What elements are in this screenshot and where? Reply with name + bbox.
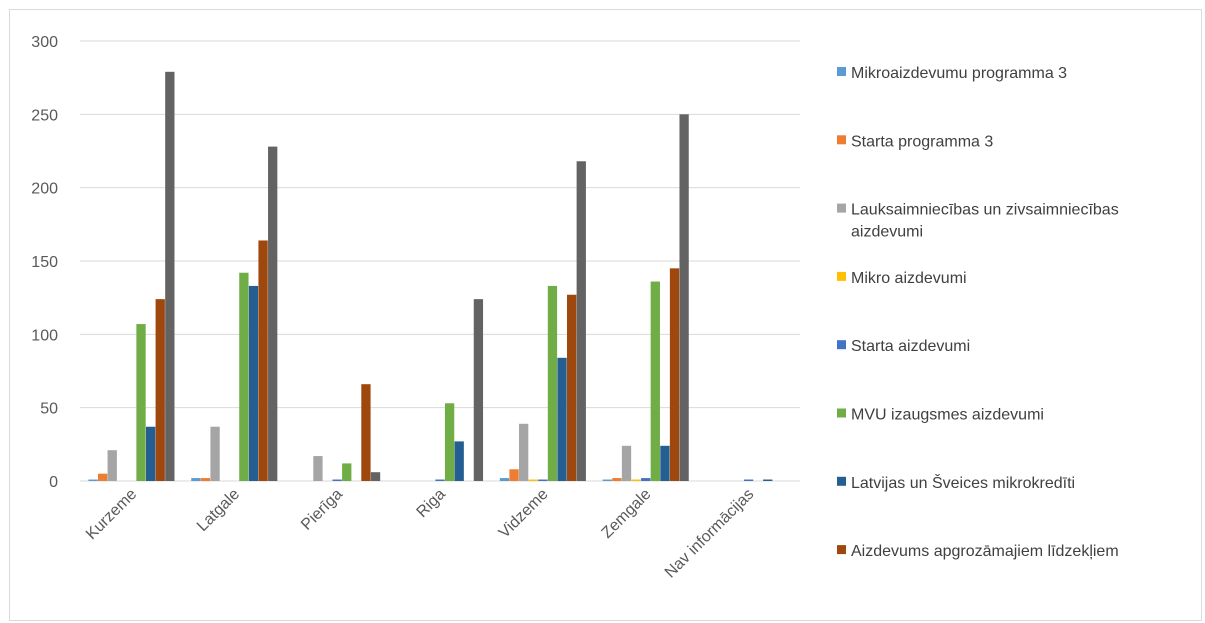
bar bbox=[248, 285, 259, 481]
bar bbox=[499, 478, 510, 481]
bar bbox=[97, 473, 108, 481]
y-tick-label: 0 bbox=[49, 474, 58, 491]
bar bbox=[361, 384, 371, 481]
bar bbox=[473, 299, 484, 481]
legend-label: Lauksaimniecības un zivsaimniecības bbox=[851, 202, 1119, 219]
y-tick-label: 200 bbox=[31, 181, 58, 198]
bar bbox=[576, 161, 586, 481]
bar bbox=[557, 357, 567, 481]
bar bbox=[210, 426, 220, 481]
legend-swatch bbox=[837, 545, 846, 555]
bar bbox=[650, 281, 660, 481]
bar bbox=[660, 445, 670, 481]
bar bbox=[107, 450, 117, 481]
bar bbox=[763, 479, 773, 481]
bar bbox=[435, 479, 445, 481]
bar bbox=[88, 479, 98, 481]
bar bbox=[165, 71, 175, 482]
legend-label: MVU izaugsmes aizdevumi bbox=[851, 407, 1044, 424]
bar bbox=[145, 426, 156, 481]
bar bbox=[641, 478, 651, 481]
legend-label: Mikro aizdevumi bbox=[851, 270, 967, 287]
legend-label: aizdevumi bbox=[851, 224, 923, 241]
x-tick-label: Zemgale bbox=[599, 486, 655, 542]
bar bbox=[200, 478, 211, 481]
x-tick-label: Latgale bbox=[194, 486, 243, 535]
bar bbox=[370, 472, 381, 481]
legend-swatch bbox=[837, 203, 846, 213]
x-tick-label: Riga bbox=[414, 486, 449, 521]
y-tick-label: 100 bbox=[31, 327, 58, 344]
bar bbox=[268, 146, 278, 481]
bar bbox=[191, 478, 201, 481]
bar bbox=[239, 272, 249, 481]
legend: Mikroaizdevumu programma 3 Starta program… bbox=[837, 65, 1119, 560]
legend-label: Mikroaizdevumu programma 3 bbox=[851, 65, 1067, 82]
legend-label: Starta aizdevumi bbox=[851, 338, 970, 355]
y-tick-label: 50 bbox=[40, 401, 58, 418]
legend-label: Latvijas un Šveices mikrokredīti bbox=[851, 473, 1075, 492]
bar bbox=[509, 469, 519, 481]
bar bbox=[258, 240, 268, 481]
bar bbox=[743, 479, 754, 481]
legend-swatch bbox=[837, 271, 846, 281]
legend-swatch bbox=[837, 340, 846, 350]
bar bbox=[528, 479, 538, 481]
bar bbox=[155, 299, 165, 481]
bar bbox=[454, 441, 464, 481]
legend-swatch bbox=[837, 476, 846, 486]
bar bbox=[567, 294, 577, 481]
bar bbox=[679, 114, 689, 481]
bar bbox=[621, 445, 632, 481]
bar bbox=[631, 479, 641, 481]
y-axis-tick-labels: 0 50 100 150 200 250 300 bbox=[31, 34, 58, 491]
bar bbox=[547, 285, 558, 481]
bar bbox=[519, 423, 529, 481]
bars bbox=[88, 71, 773, 482]
y-tick-label: 150 bbox=[31, 254, 58, 271]
bar bbox=[342, 463, 352, 481]
bar bbox=[612, 478, 622, 481]
x-tick-label: Vidzeme bbox=[496, 486, 552, 542]
x-axis-tick-labels: Kurzeme Latgale Pierīga Riga Vidzeme Zemgale N… bbox=[83, 486, 757, 582]
legend-label: Aizdevums apgrozāmajiem līdzekļiem bbox=[851, 543, 1119, 560]
bar bbox=[332, 479, 342, 481]
bar bbox=[444, 403, 455, 481]
bar bbox=[602, 479, 612, 481]
legend-label: Starta programma 3 bbox=[851, 133, 993, 150]
y-tick-label: 300 bbox=[31, 34, 58, 51]
x-tick-label: Nav informācijas bbox=[662, 486, 758, 582]
legend-swatch bbox=[837, 408, 846, 418]
bar bbox=[313, 456, 323, 481]
legend-swatch bbox=[837, 135, 846, 145]
chart-area bbox=[9, 9, 1202, 621]
legend-swatch bbox=[837, 67, 846, 76]
x-tick-label: Pierīga bbox=[298, 486, 346, 534]
y-tick-label: 250 bbox=[31, 107, 58, 124]
bar bbox=[669, 268, 680, 481]
x-tick-label: Kurzeme bbox=[83, 486, 140, 543]
bar bbox=[136, 324, 146, 481]
bar bbox=[538, 479, 548, 481]
gridlines bbox=[80, 40, 800, 482]
